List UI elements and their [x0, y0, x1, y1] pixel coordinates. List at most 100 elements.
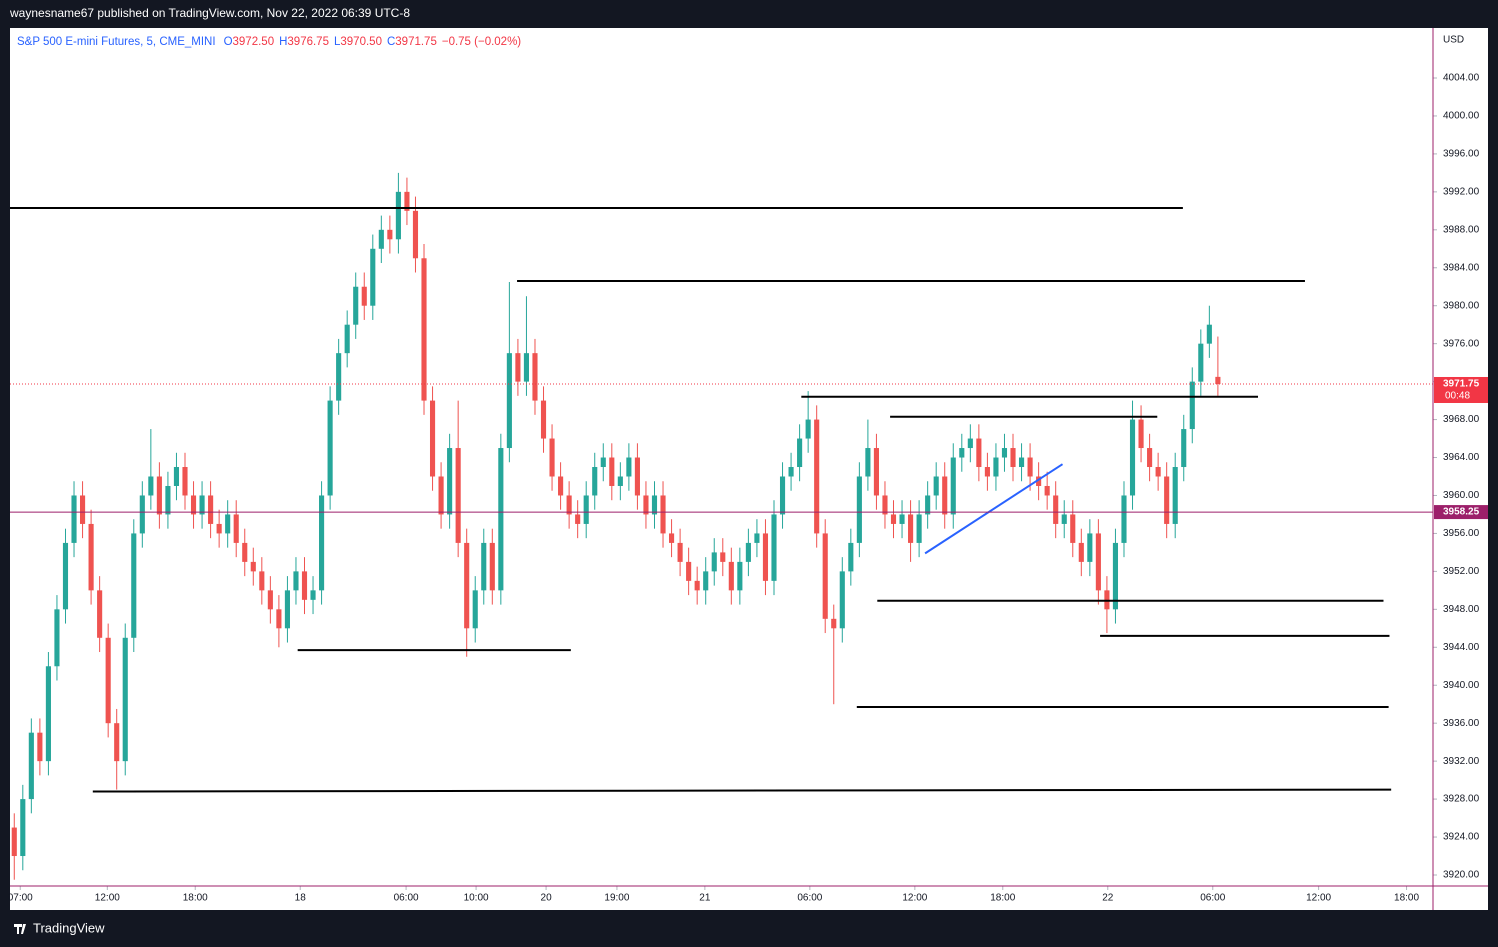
- candle-body: [762, 533, 769, 581]
- candle-body: [771, 514, 777, 581]
- x-tick-label: 06:00: [394, 893, 419, 904]
- candle-body: [737, 561, 743, 591]
- candle-body: [37, 732, 43, 762]
- countdown: 00:48: [1445, 391, 1470, 402]
- candle-body: [310, 590, 316, 600]
- y-tick-label: 3944.00: [1443, 642, 1480, 653]
- candle-body: [173, 467, 180, 486]
- candle-body: [873, 448, 879, 496]
- candle-body: [267, 590, 273, 610]
- candle-body: [720, 552, 726, 562]
- candle-body: [28, 732, 34, 800]
- x-tick-label: 20: [541, 893, 553, 904]
- y-tick-label: 4004.00: [1443, 73, 1480, 84]
- candle-body: [1206, 324, 1212, 344]
- candle-body: [583, 495, 589, 524]
- candle-body: [1138, 419, 1144, 449]
- legend-key: O: [224, 36, 233, 48]
- candle-body: [822, 533, 828, 619]
- candle-body: [703, 571, 709, 591]
- candle-body: [976, 438, 982, 468]
- candle-body: [455, 448, 461, 543]
- y-tick-label: 3980.00: [1443, 300, 1480, 311]
- candle-body: [967, 438, 973, 449]
- candle-body: [1078, 542, 1084, 562]
- candle-body: [916, 514, 922, 543]
- candle-body: [797, 438, 803, 468]
- candle-body: [626, 457, 632, 477]
- candle-body: [481, 542, 487, 591]
- candle-body: [11, 827, 17, 857]
- candle-body: [97, 590, 103, 638]
- last-price-label: 3971.75: [1443, 379, 1480, 390]
- legend-key: H: [279, 36, 287, 48]
- currency: USD: [1443, 35, 1464, 46]
- candle-body: [489, 542, 495, 591]
- candle-body: [250, 561, 256, 572]
- candle-body: [412, 210, 419, 259]
- logo-mark: [14, 924, 26, 934]
- candle-body: [984, 467, 990, 477]
- candle-body: [1215, 376, 1221, 384]
- candle-body: [1121, 495, 1127, 543]
- candle-body: [165, 485, 171, 515]
- y-tick-label: 3968.00: [1443, 414, 1480, 425]
- candle-body: [447, 448, 453, 515]
- candle-body: [788, 467, 794, 477]
- candle-body: [421, 258, 427, 401]
- candle-body: [745, 542, 751, 562]
- candle-body: [1164, 476, 1170, 524]
- candle-body: [566, 495, 572, 515]
- y-tick-label: 3952.00: [1443, 566, 1480, 577]
- candle-body: [950, 457, 956, 515]
- candle-body: [62, 542, 69, 610]
- candle-body: [336, 353, 342, 401]
- y-tick-label: 3932.00: [1443, 756, 1480, 767]
- candle-body: [600, 457, 606, 468]
- y-tick-label: 3996.00: [1443, 149, 1480, 160]
- candle-body: [208, 495, 214, 524]
- candle-body: [686, 561, 692, 581]
- candle-body: [498, 448, 504, 591]
- candle-body: [45, 666, 51, 762]
- legend: S&P 500 E-mini Futures, 5, CME_MINI O3972…: [17, 36, 521, 48]
- candle-body: [404, 191, 410, 211]
- candle-body: [148, 476, 154, 496]
- candle-body: [942, 476, 948, 515]
- candle-body: [71, 495, 77, 543]
- candle-body: [856, 476, 862, 543]
- candle-body: [139, 495, 145, 534]
- y-tick-label: 3928.00: [1443, 794, 1480, 805]
- candle-body: [105, 637, 111, 724]
- x-tick-label: 18:00: [183, 893, 208, 904]
- legend-key: C: [387, 36, 395, 48]
- candle-body: [259, 571, 265, 591]
- candle-body: [1129, 419, 1136, 496]
- candle-body: [54, 609, 60, 667]
- candle-body: [959, 448, 965, 458]
- candle-body: [353, 286, 359, 325]
- candle-body: [694, 580, 700, 591]
- legend-change: −0.75 (−0.02%): [442, 36, 521, 48]
- x-tick-label: 18:00: [1394, 893, 1419, 904]
- candle-body: [1070, 514, 1076, 543]
- candle-body: [1018, 457, 1025, 468]
- x-tick-label: 19:00: [604, 893, 629, 904]
- candle-body: [20, 799, 26, 857]
- chart-panel: [10, 28, 1488, 910]
- candle-body: [506, 353, 512, 449]
- candle-body: [592, 467, 598, 496]
- candle-body: [1189, 381, 1195, 430]
- candle-body: [515, 353, 521, 382]
- candle-body: [549, 438, 555, 477]
- last-price-box: [1434, 376, 1488, 403]
- y-tick-label: 3964.00: [1443, 452, 1480, 463]
- candle-body: [361, 286, 367, 306]
- candle-body: [882, 495, 888, 515]
- candle-body: [754, 533, 760, 543]
- y-tick-label: 4000.00: [1443, 111, 1480, 122]
- candle-body: [242, 542, 248, 562]
- crosshair-box: [1434, 505, 1488, 520]
- candle-body: [225, 514, 231, 534]
- candle-body: [540, 400, 547, 439]
